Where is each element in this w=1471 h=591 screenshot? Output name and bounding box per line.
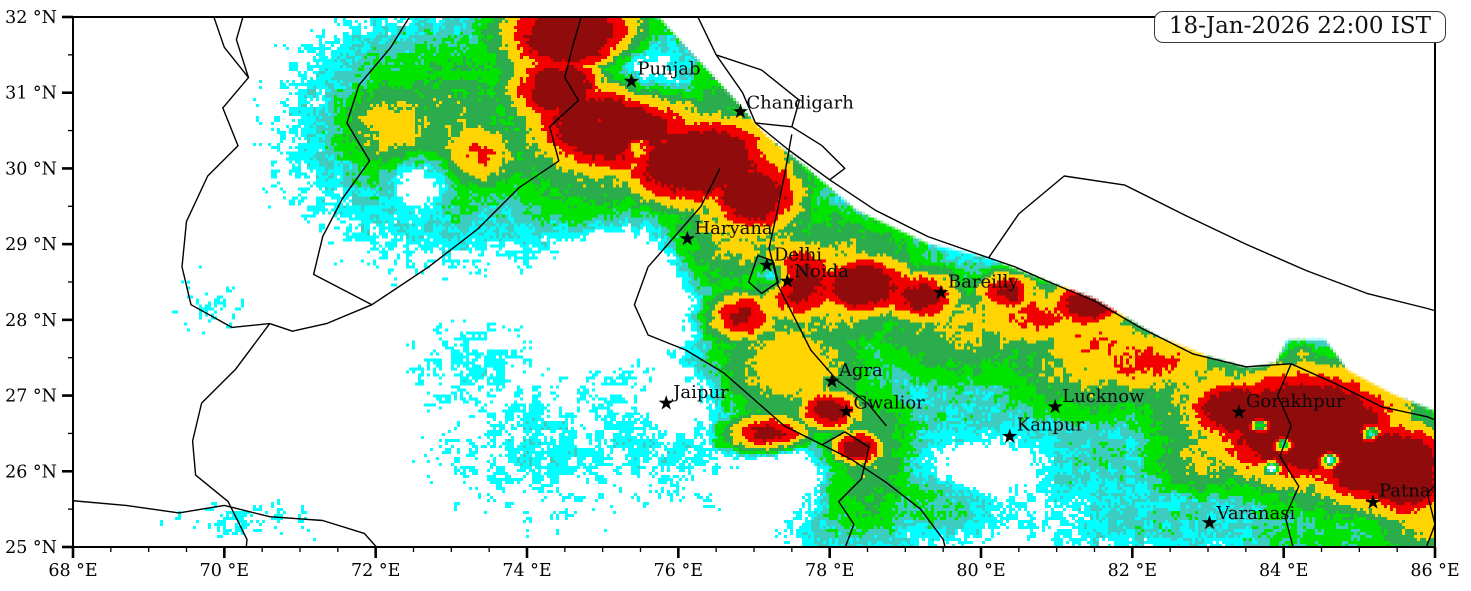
boundary-west-internal-border: [181, 17, 270, 329]
contour-field-canvas: [73, 17, 1435, 547]
boundary-himalaya-foothills-border: [697, 17, 989, 259]
city-marker-patna: [1365, 494, 1381, 509]
x-axis-label: 76 °E: [654, 561, 703, 581]
boundary-nepal-south-border: [988, 257, 1435, 421]
x-axis-label: 68 °E: [48, 561, 97, 581]
boundary-india-pakistan-border: [191, 17, 582, 547]
boundary-rajasthan-border: [633, 168, 946, 547]
boundary-hill-state-line-a: [755, 122, 846, 181]
boundary-southeast-border: [1425, 484, 1435, 547]
city-marker-punjab: [623, 73, 639, 88]
city-marker-noida: [779, 273, 795, 288]
boundary-bihar-up-border: [1276, 363, 1300, 547]
boundary-east-internal-border: [312, 17, 411, 306]
city-label-noida: Noida: [794, 261, 849, 282]
x-axis-label: 72 °E: [351, 561, 400, 581]
y-axis-label: 31 °N: [5, 84, 57, 104]
city-label-jaipur: Jaipur: [671, 382, 729, 403]
y-axis-label: 27 °N: [5, 387, 57, 407]
boundary-mp-up-border: [821, 431, 870, 547]
city-marker-jaipur: [658, 395, 674, 410]
x-axis-label: 84 °E: [1259, 561, 1308, 581]
x-axis-label: 78 °E: [805, 561, 854, 581]
city-label-gwalior: Gwalior: [853, 392, 925, 413]
city-label-haryana: Haryana: [694, 218, 773, 239]
boundary-nepal-north-border: [988, 175, 1435, 312]
x-axis-label: 74 °E: [502, 561, 551, 581]
city-marker-chandigarh: [732, 103, 748, 119]
city-label-gorakhpur: Gorakhpur: [1246, 391, 1345, 412]
city-label-agra: Agra: [838, 360, 883, 381]
city-label-kanpur: Kanpur: [1017, 414, 1085, 435]
city-label-bareilly: Bareilly: [948, 272, 1019, 293]
city-label-chandigarh: Chandigarh: [746, 93, 854, 114]
city-marker-lucknow: [1047, 398, 1063, 414]
x-axis-label: 80 °E: [956, 561, 1005, 581]
city-marker-bareilly: [933, 284, 949, 300]
city-marker-gwalior: [838, 403, 854, 418]
timestamp-badge: 18-Jan-2026 22:00 IST: [1153, 11, 1446, 43]
boundary-hill-state-line-b: [715, 54, 801, 127]
city-marker-agra: [824, 373, 840, 388]
y-axis-label: 28 °N: [5, 311, 57, 331]
y-axis-label: 32 °N: [5, 8, 57, 28]
city-marker-kanpur: [1002, 428, 1018, 443]
city-label-punjab: Punjab: [637, 58, 700, 79]
city-label-varanasi: Varanasi: [1216, 503, 1296, 524]
y-axis-label: 29 °N: [5, 235, 57, 255]
boundary-delhi-outline: [748, 254, 779, 295]
x-axis-label: 82 °E: [1108, 561, 1157, 581]
x-axis-label: 86 °E: [1410, 561, 1459, 581]
y-axis-label: 30 °N: [5, 159, 57, 179]
y-axis-label: 26 °N: [5, 462, 57, 482]
boundary-west-branch-border: [235, 17, 250, 78]
city-label-lucknow: Lucknow: [1062, 386, 1145, 407]
timestamp-text: 18-Jan-2026 22:00 IST: [1168, 13, 1431, 39]
boundary-yamuna-state-border: [768, 134, 887, 427]
boundary-southwest-coast-line: [73, 500, 378, 547]
city-marker-haryana: [679, 230, 695, 246]
x-axis-label: 70 °E: [200, 561, 249, 581]
city-marker-gorakhpur: [1231, 404, 1247, 419]
city-marker-delhi: [759, 257, 775, 272]
city-label-patna: Patna: [1379, 480, 1431, 501]
city-marker-varanasi: [1201, 514, 1218, 530]
city-label-delhi: Delhi: [774, 244, 822, 265]
y-axis-label: 25 °N: [5, 538, 57, 558]
